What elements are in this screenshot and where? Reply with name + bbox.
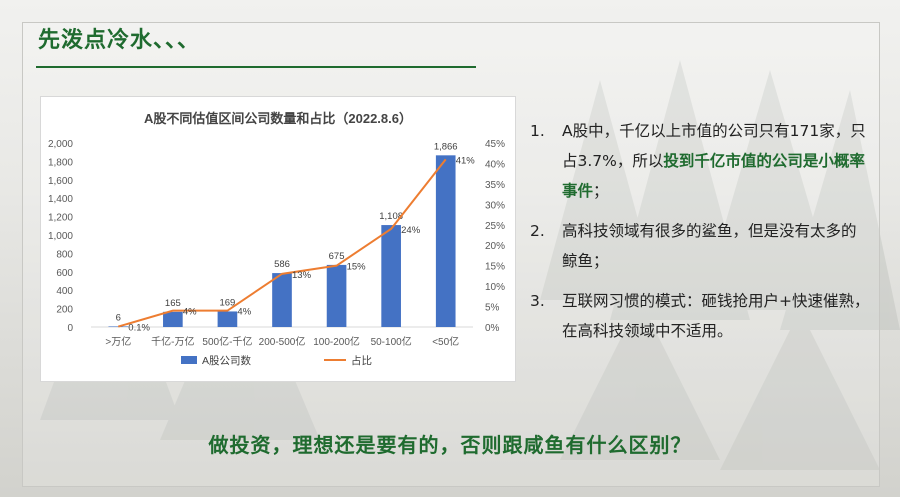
key-points-list: 1. A股中，千亿以上市值的公司只有171家，只占3.7%，所以投到千亿市值的公… — [530, 116, 870, 356]
y-left-tick-label: 200 — [56, 305, 73, 316]
bar-value-label: 6 — [116, 312, 121, 323]
y-right-tick-label: 25% — [485, 221, 505, 232]
bar-value-label: 586 — [274, 259, 290, 270]
bar-value-label: 165 — [165, 298, 181, 309]
line-value-label: 41% — [456, 155, 476, 166]
x-tick-label: 100-200亿 — [313, 335, 360, 348]
bar — [163, 311, 183, 327]
y-left-tick-label: 400 — [56, 286, 73, 297]
point-highlight: 投到千亿市值的公司是小概率事件 — [562, 152, 865, 200]
y-left-tick-label: 1,600 — [48, 176, 73, 187]
point-text: 互联网习惯的模式：砸钱抢用户+快速催熟，在高科技领域中不适用。 — [562, 292, 870, 340]
x-tick-label: 50-100亿 — [371, 335, 412, 348]
y-left-tick-label: 800 — [56, 249, 73, 260]
x-tick-label: <50亿 — [432, 335, 459, 348]
bar — [272, 273, 292, 327]
bar — [217, 311, 238, 327]
point-text-b: ； — [593, 182, 609, 200]
point-text: 高科技领域有很多的鲨鱼，但是没有太多的鲸鱼； — [562, 222, 857, 270]
line-value-label: 0.1% — [128, 323, 150, 334]
point-2: 2. 高科技领域有很多的鲨鱼，但是没有太多的鲸鱼； — [530, 216, 870, 276]
y-left-tick-label: 1,200 — [48, 213, 73, 224]
y-right-tick-label: 15% — [485, 262, 505, 273]
x-tick-label: 千亿-万亿 — [151, 335, 194, 348]
x-tick-label: 200-500亿 — [259, 335, 306, 348]
point-3: 3. 互联网习惯的模式：砸钱抢用户+快速催熟，在高科技领域中不适用。 — [530, 286, 870, 346]
bar — [326, 264, 347, 327]
line-value-label: 24% — [401, 225, 421, 236]
bar — [108, 326, 129, 327]
bar-value-label: 1,866 — [434, 141, 458, 152]
y-left-tick-label: 0 — [67, 323, 73, 334]
bar — [381, 225, 401, 327]
line-value-label: 4% — [237, 307, 251, 318]
y-right-tick-label: 40% — [485, 159, 505, 170]
y-left-tick-label: 1,800 — [48, 157, 73, 168]
line-value-label: 13% — [292, 270, 312, 281]
point-text: A股中，千亿以上市值的公司只有171家，只占3.7%，所以投到千亿市值的公司是小… — [562, 116, 870, 206]
y-right-tick-label: 35% — [485, 180, 505, 191]
bar-line-chart: A股不同估值区间公司数量和占比（2022.8.6） 0 200 400 600 800 1… — [48, 111, 505, 367]
y-right-tick-label: 0% — [485, 323, 500, 334]
y-right-tick-label: 30% — [485, 200, 505, 211]
line-value-label: 4% — [183, 307, 197, 318]
y-left-tick-label: 1,000 — [48, 231, 73, 242]
chart-plot-area: 0 200 400 600 800 1,000 1,200 1,400 1,600 1,800 2,… — [48, 139, 505, 367]
point-1: 1. A股中，千亿以上市值的公司只有171家，只占3.7%，所以投到千亿市值的公… — [530, 116, 870, 206]
y-right-tick-label: 45% — [485, 139, 505, 150]
point-text-a: A股中，千亿以上市值的公司只有171家，只占3.7%，所以 — [562, 122, 866, 170]
bar-value-label: 1,108 — [379, 211, 403, 222]
legend-bar-label: A股公司数 — [202, 354, 252, 367]
point-number: 3. — [530, 292, 545, 310]
y-right-tick-label: 20% — [485, 241, 505, 252]
chart-title: A股不同估值区间公司数量和占比（2022.8.6） — [144, 111, 412, 126]
point-number: 2. — [530, 222, 545, 240]
bar-value-label: 169 — [219, 297, 235, 308]
line-value-label: 15% — [347, 262, 367, 273]
y-left-tick-label: 1,400 — [48, 194, 73, 205]
bar — [435, 155, 456, 327]
slide-title: 先泼点冷水、、、 — [38, 28, 201, 53]
y-left-tick-label: 600 — [56, 268, 73, 279]
bar-value-label: 675 — [329, 251, 345, 262]
x-tick-label: 500亿-千亿 — [202, 335, 252, 348]
title-underline — [36, 66, 476, 68]
legend-line-label: 占比 — [351, 354, 372, 367]
y-right-tick-label: 5% — [485, 303, 500, 314]
point-number: 1. — [530, 122, 545, 140]
bottom-question: 做投资，理想还是要有的，否则跟咸鱼有什么区别？ — [208, 433, 692, 457]
chart-card: A股不同估值区间公司数量和占比（2022.8.6） 0 200 400 600 800 1… — [40, 96, 516, 382]
legend-bar-swatch — [181, 356, 197, 364]
y-right-tick-label: 10% — [485, 282, 505, 293]
y-left-tick-label: 2,000 — [48, 139, 73, 150]
x-tick-label: >万亿 — [105, 335, 131, 348]
